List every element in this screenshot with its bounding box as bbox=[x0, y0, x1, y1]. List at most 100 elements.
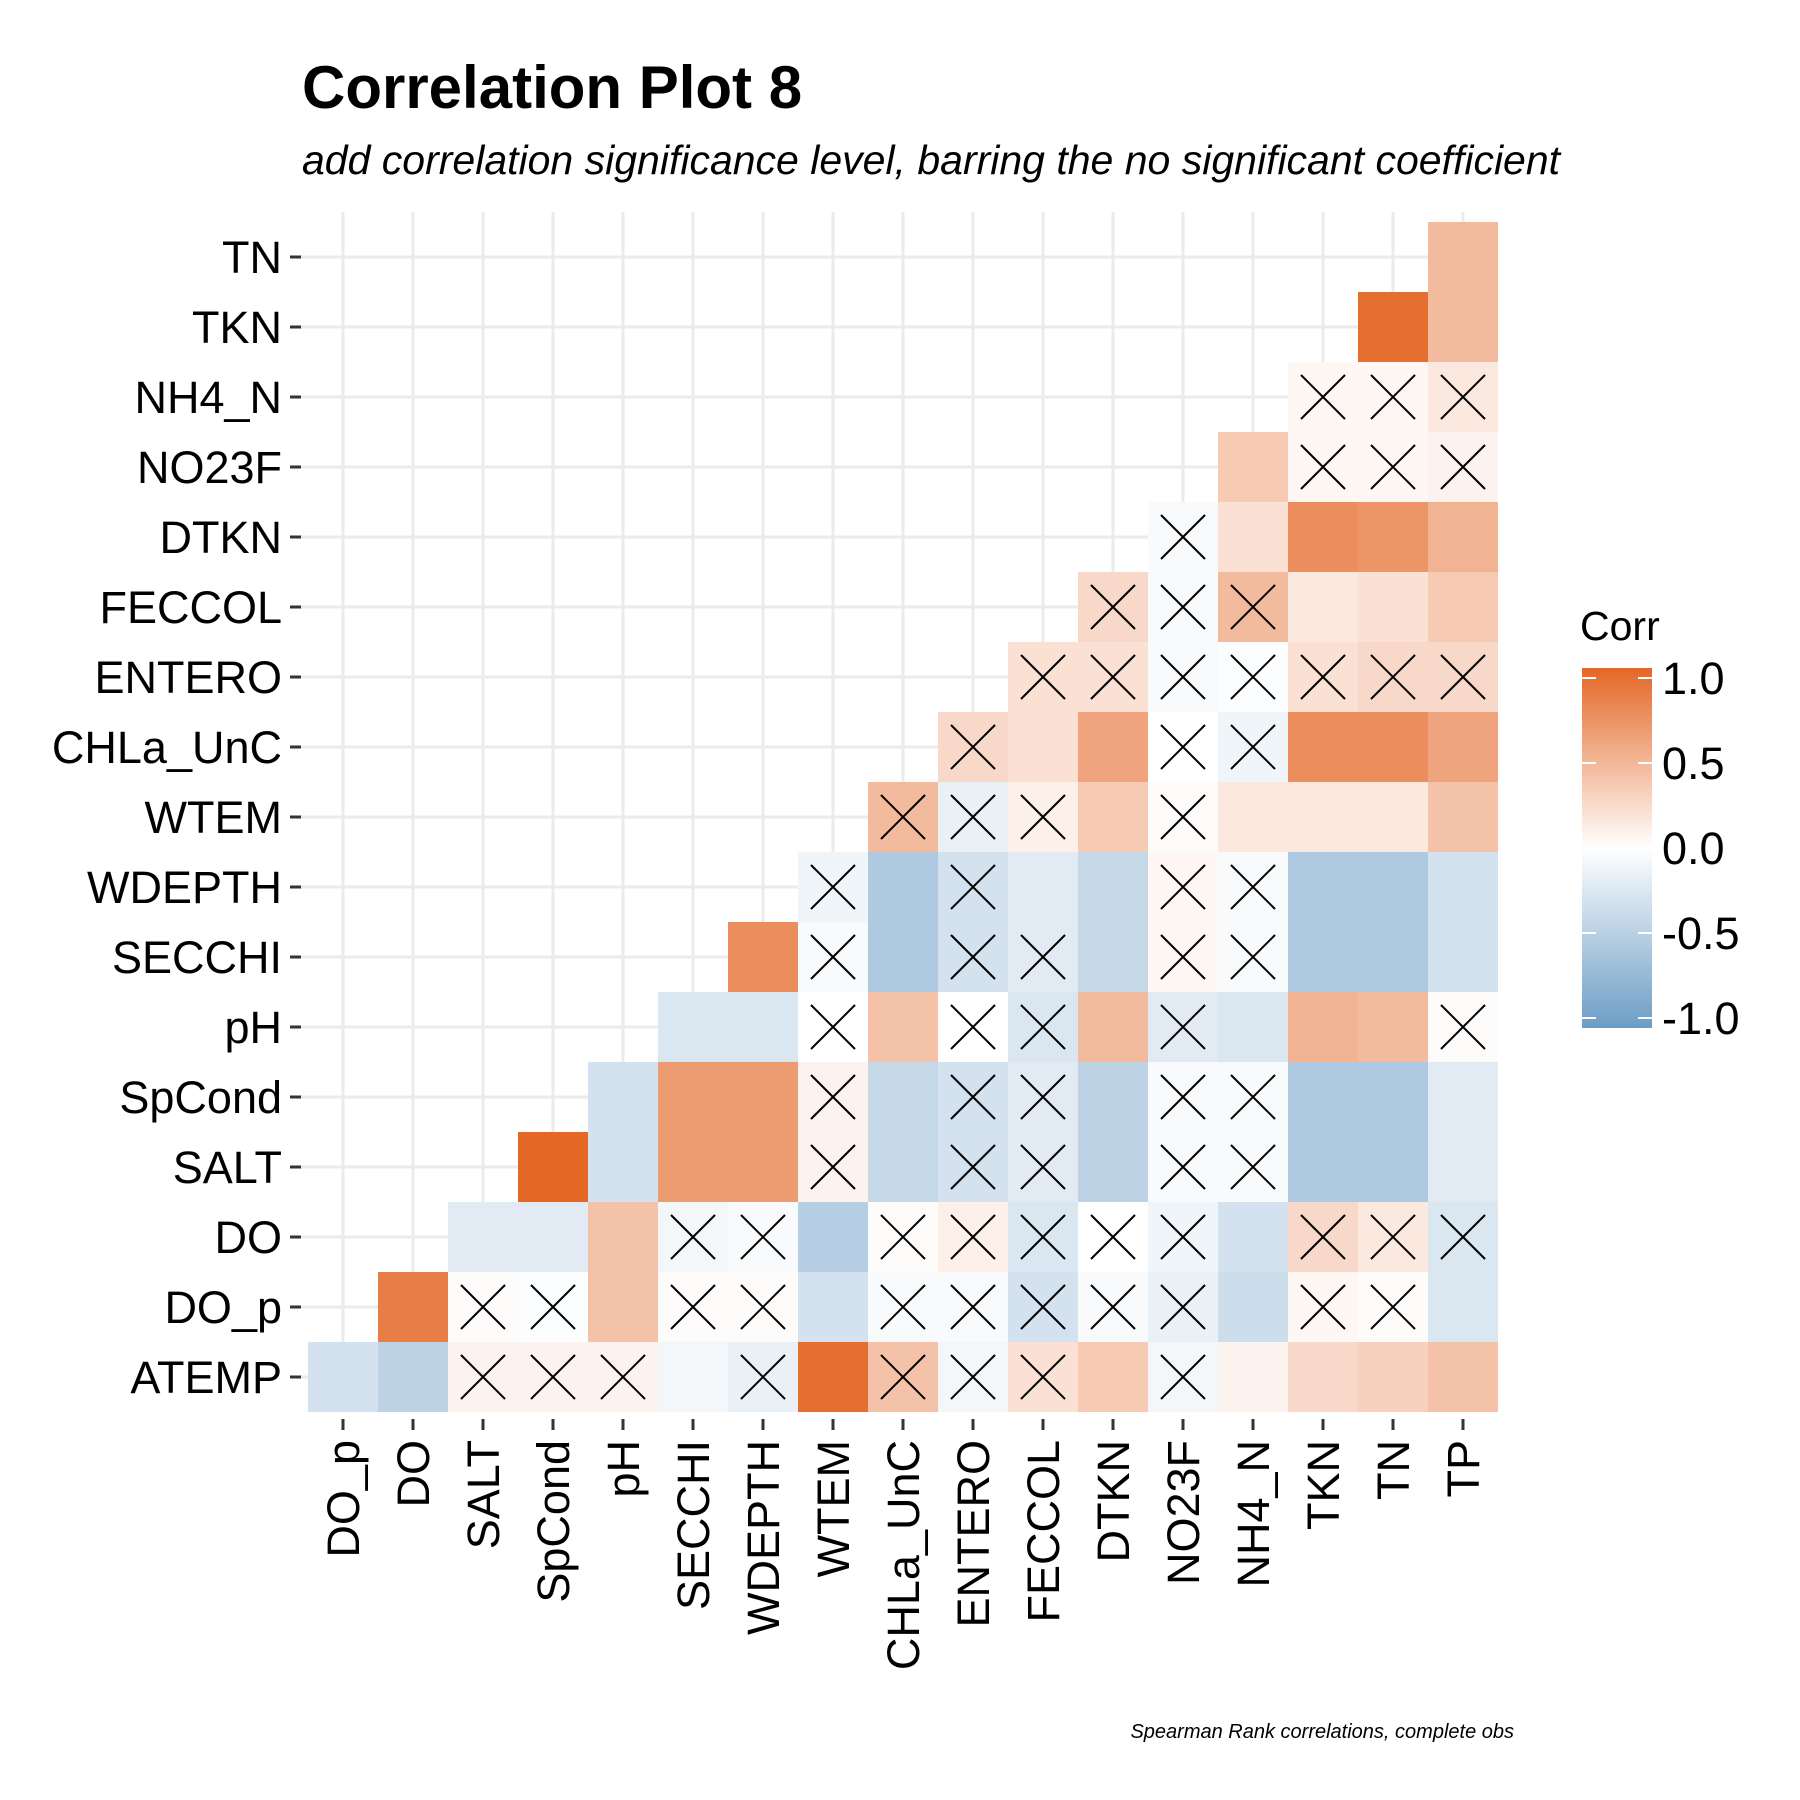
nonsignificant-mark bbox=[1020, 1004, 1066, 1050]
heatmap-cell bbox=[1078, 1132, 1148, 1202]
nonsignificant-mark bbox=[1160, 1284, 1206, 1330]
nonsignificant-mark bbox=[1020, 654, 1066, 700]
nonsignificant-mark bbox=[880, 1284, 926, 1330]
nonsignificant-mark bbox=[1160, 934, 1206, 980]
legend-label: -0.5 bbox=[1662, 908, 1740, 959]
heatmap-cell bbox=[1288, 852, 1358, 922]
x-tick-label: DO_p bbox=[318, 1440, 369, 1558]
heatmap-cell bbox=[1288, 922, 1358, 992]
legend-label: 1.0 bbox=[1662, 653, 1725, 704]
chart-title: Correlation Plot 8 bbox=[302, 54, 802, 121]
nonsignificant-mark bbox=[950, 794, 996, 840]
y-tick-label: TKN bbox=[192, 302, 282, 353]
nonsignificant-mark bbox=[1230, 1074, 1276, 1120]
nonsignificant-mark bbox=[1020, 794, 1066, 840]
nonsignificant-mark bbox=[1160, 794, 1206, 840]
heatmap-cell bbox=[728, 1132, 798, 1202]
nonsignificant-mark bbox=[670, 1284, 716, 1330]
heatmap-cell bbox=[1218, 992, 1288, 1062]
heatmap-cell bbox=[1358, 292, 1428, 362]
nonsignificant-mark bbox=[950, 724, 996, 770]
heatmap-cell bbox=[1288, 1342, 1358, 1412]
legend-label: 0.5 bbox=[1662, 738, 1725, 789]
heatmap-cell bbox=[1428, 1272, 1498, 1342]
heatmap-cell bbox=[1428, 1062, 1498, 1132]
y-tick-label: DTKN bbox=[160, 512, 283, 563]
nonsignificant-mark bbox=[1160, 1004, 1206, 1050]
nonsignificant-mark bbox=[880, 794, 926, 840]
heatmap-cell bbox=[378, 1342, 448, 1412]
nonsignificant-mark bbox=[1300, 1284, 1346, 1330]
heatmap-cell bbox=[1078, 922, 1148, 992]
heatmap-cell bbox=[1428, 852, 1498, 922]
heatmap-cell bbox=[868, 1132, 938, 1202]
heatmap-cell bbox=[798, 1272, 868, 1342]
nonsignificant-mark bbox=[1020, 1214, 1066, 1260]
nonsignificant-mark bbox=[880, 1354, 926, 1400]
nonsignificant-mark bbox=[950, 1144, 996, 1190]
heatmap-cell bbox=[1428, 292, 1498, 362]
heatmap-cell bbox=[728, 1062, 798, 1132]
heatmap-cell bbox=[1358, 922, 1428, 992]
heatmap-cell bbox=[868, 992, 938, 1062]
nonsignificant-mark bbox=[810, 934, 856, 980]
legend-label: -1.0 bbox=[1662, 993, 1740, 1044]
nonsignificant-mark bbox=[1370, 1214, 1416, 1260]
x-tick-label: SECCHI bbox=[668, 1440, 719, 1610]
heatmap-cell bbox=[588, 1062, 658, 1132]
nonsignificant-mark bbox=[1300, 444, 1346, 490]
y-tick-label: NH4_N bbox=[134, 372, 282, 423]
nonsignificant-mark bbox=[530, 1354, 576, 1400]
heatmap-cell bbox=[798, 1342, 868, 1412]
heatmap-cell bbox=[728, 992, 798, 1062]
heatmap-cell bbox=[658, 1342, 728, 1412]
nonsignificant-mark bbox=[1230, 584, 1276, 630]
y-tick-label: DO bbox=[215, 1212, 283, 1263]
nonsignificant-mark bbox=[810, 1074, 856, 1120]
heatmap-cell bbox=[1288, 992, 1358, 1062]
heatmap-cell bbox=[588, 1132, 658, 1202]
heatmap-cell bbox=[1358, 502, 1428, 572]
nonsignificant-mark bbox=[1300, 1214, 1346, 1260]
y-tick-label: FECCOL bbox=[99, 582, 282, 633]
legend: Corr 1.0 0.5 0.0 -0.5 -1.0 bbox=[1580, 603, 1740, 1044]
heatmap-cell bbox=[518, 1202, 588, 1272]
y-tick-label: CHLa_UnC bbox=[52, 722, 282, 773]
nonsignificant-mark bbox=[950, 1284, 996, 1330]
y-tick-label: WTEM bbox=[145, 792, 282, 843]
heatmap-cell bbox=[518, 1132, 588, 1202]
heatmap-cell bbox=[1358, 1132, 1428, 1202]
heatmap-cell bbox=[798, 1202, 868, 1272]
x-tick-label: TKN bbox=[1298, 1440, 1349, 1530]
y-tick-label: SECCHI bbox=[112, 932, 282, 983]
nonsignificant-mark bbox=[810, 864, 856, 910]
heatmap-cell bbox=[868, 852, 938, 922]
nonsignificant-mark bbox=[1300, 654, 1346, 700]
heatmap-cell bbox=[1008, 852, 1078, 922]
nonsignificant-mark bbox=[1090, 1214, 1136, 1260]
nonsignificant-mark bbox=[1230, 654, 1276, 700]
heatmap-cell bbox=[1428, 922, 1498, 992]
heatmap-cell bbox=[1288, 782, 1358, 852]
legend-title: Corr bbox=[1580, 603, 1660, 649]
heatmap-cell bbox=[588, 1202, 658, 1272]
nonsignificant-mark bbox=[1440, 444, 1486, 490]
nonsignificant-mark bbox=[1370, 374, 1416, 420]
nonsignificant-mark bbox=[1160, 1074, 1206, 1120]
heatmap-cell bbox=[1358, 1062, 1428, 1132]
heatmap-cell bbox=[1358, 572, 1428, 642]
nonsignificant-mark bbox=[810, 1144, 856, 1190]
x-tick-label: ENTERO bbox=[948, 1440, 999, 1628]
heatmap-cell bbox=[1288, 502, 1358, 572]
nonsignificant-mark bbox=[1160, 654, 1206, 700]
heatmap-cell bbox=[1218, 432, 1288, 502]
heatmap-cell bbox=[1428, 782, 1498, 852]
heatmap-cell bbox=[1428, 1132, 1498, 1202]
x-tick-label: TP bbox=[1438, 1440, 1489, 1498]
heatmap-cell bbox=[658, 992, 728, 1062]
x-tick-label: SALT bbox=[458, 1440, 509, 1549]
y-tick-label: pH bbox=[224, 1002, 282, 1053]
heatmap-cell bbox=[378, 1272, 448, 1342]
nonsignificant-mark bbox=[1160, 1144, 1206, 1190]
nonsignificant-mark bbox=[740, 1284, 786, 1330]
